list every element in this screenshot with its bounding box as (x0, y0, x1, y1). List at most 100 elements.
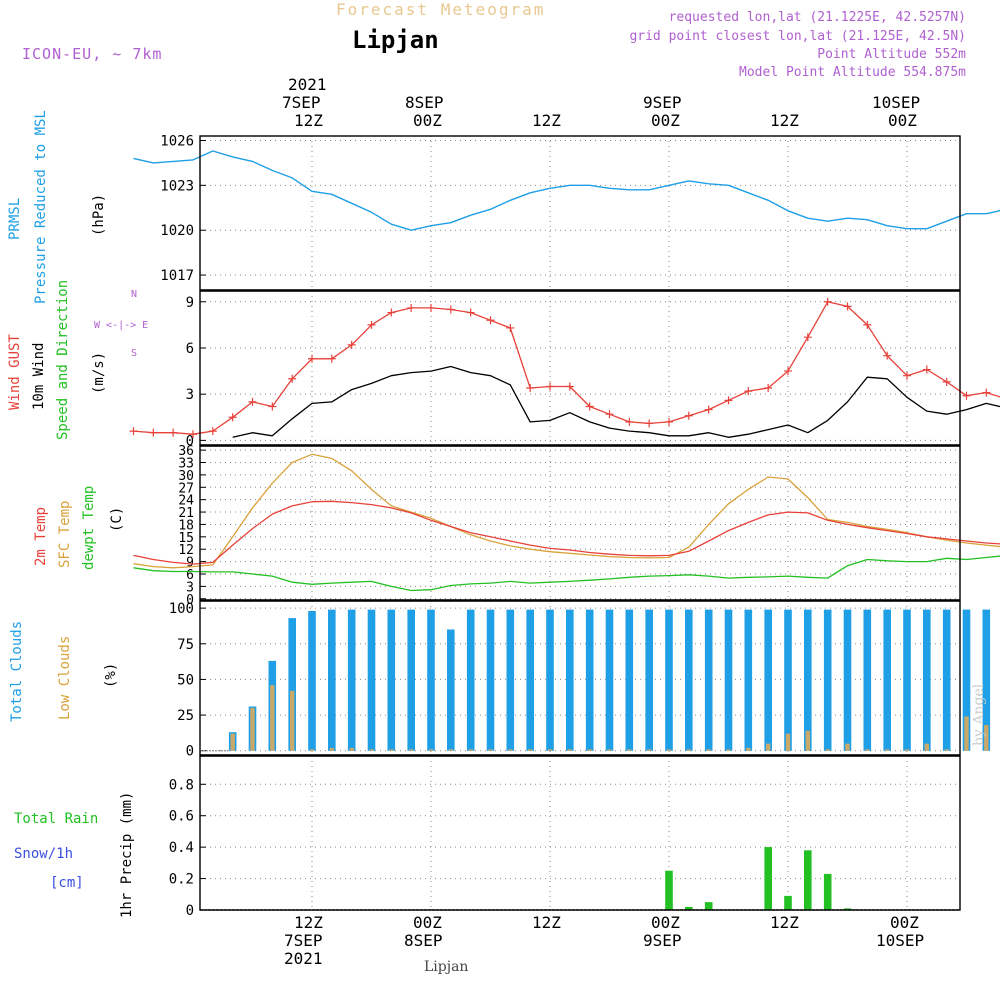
precip-bar (824, 874, 832, 910)
bottom-hour-8sep: 00Z (413, 915, 442, 931)
model-altitude: Model Point Altitude 554.875m (739, 66, 966, 79)
total-clouds-bar (368, 610, 376, 751)
bottom-day-10sep: 10SEP (876, 933, 924, 949)
low-clouds-bar (885, 749, 889, 750)
top-hour-8sep-12z: 12Z (532, 113, 561, 129)
low-clouds-bar (647, 749, 651, 750)
wind-gust-point (526, 384, 534, 392)
wind-gust-point (665, 418, 673, 426)
wind-gust-point (467, 309, 475, 317)
total-clouds-bar (348, 610, 356, 751)
low-clouds-bar (310, 749, 314, 750)
wind-gust-point (963, 392, 971, 400)
panel-frame-temperature (200, 446, 960, 600)
wind-unit: (m/s) (92, 352, 106, 394)
total-clouds-bar (427, 610, 435, 751)
top-hour-9sep: 00Z (651, 113, 680, 129)
tick-label-clouds: 50 (177, 672, 194, 688)
watermark: by Angel (972, 684, 986, 746)
low-clouds-bar (707, 749, 711, 750)
pressure-label-msl: Pressure Reduced to MSL (34, 110, 48, 304)
wind-gust-point (943, 378, 951, 386)
tick-label-precip: 0.2 (169, 872, 194, 888)
tick-label-precip: 0.6 (169, 809, 194, 825)
temp-sfc-label: SFC Temp (58, 501, 72, 568)
precip-bar (804, 850, 812, 910)
temp-2m-line (134, 501, 1000, 564)
requested-coords: requested lon,lat (21.1225E, 42.5257N) (669, 11, 966, 24)
low-clouds-bar (488, 749, 492, 750)
low-clouds-bar (508, 749, 512, 750)
wind-speed-dir-label: Speed and Direction (56, 280, 70, 440)
wind-gust-point (625, 418, 633, 426)
low-clouds-bar (766, 744, 770, 751)
wind-gust-point (606, 410, 614, 418)
bottom-day-8sep: 8SEP (404, 933, 443, 949)
top-day-9sep: 9SEP (643, 95, 682, 111)
tick-label-pressure: 1020 (160, 223, 194, 239)
tick-label-clouds: 75 (177, 637, 194, 653)
low-clouds-bar (667, 749, 671, 750)
wind-gust-point (130, 427, 138, 435)
tick-label-precip: 0.4 (169, 840, 194, 856)
top-hour-8sep: 00Z (413, 113, 442, 129)
low-clouds-bar (964, 717, 968, 751)
wind-gust-point (487, 316, 495, 324)
wind-gust-point (407, 304, 415, 312)
top-day-7sep: 7SEP (282, 95, 321, 111)
temp-dewpt-label: dewpt Temp (82, 486, 96, 570)
wind-gust-point (824, 298, 832, 306)
low-clouds-bar (528, 749, 532, 750)
wind-gust-point (328, 355, 336, 363)
clouds-unit: (%) (104, 663, 118, 688)
total-clouds-bar (903, 610, 911, 751)
total-clouds-bar (923, 610, 931, 751)
precip-bar (764, 847, 772, 910)
footer-location: Lipjan (424, 960, 468, 974)
low-clouds-bar (449, 749, 453, 750)
wind-gust-point (169, 429, 177, 437)
tick-label-clouds: 100 (169, 601, 194, 617)
wind-gust-point (546, 382, 554, 390)
tick-label-pressure: 1017 (160, 268, 194, 284)
low-clouds-bar (607, 749, 611, 750)
low-clouds-bar (270, 685, 274, 751)
total-clouds-bar (308, 611, 316, 751)
top-hour-9sep-12z: 12Z (770, 113, 799, 129)
model-label: ICON-EU, ~ 7km (22, 47, 162, 62)
tick-label-precip: 0.8 (169, 777, 194, 793)
low-clouds-bar (250, 708, 254, 751)
wind-gust-point (685, 412, 693, 420)
wind-gust-point (149, 429, 157, 437)
top-day-8sep: 8SEP (405, 95, 444, 111)
low-clouds-bar (865, 749, 869, 750)
snow-label: Snow/1h (14, 847, 73, 861)
total-rain-label: Total Rain (14, 812, 98, 826)
bottom-day-7sep: 7SEP (284, 933, 323, 949)
wind-gust-line (134, 302, 1000, 439)
low-clouds-bar (389, 749, 393, 750)
total-clouds-bar (725, 610, 733, 751)
top-year: 2021 (288, 77, 327, 93)
wind-10m-label: 10m Wind (32, 343, 46, 410)
tick-label-precip: 0 (186, 903, 194, 919)
precip-unit: 1hr Precip (mm) (120, 792, 134, 918)
low-clouds-bar (726, 749, 730, 750)
wind-gust-point (725, 396, 733, 404)
product-title: Forecast Meteogram (336, 2, 545, 18)
point-altitude: Point Altitude 552m (817, 48, 966, 61)
compass-we: W <-|-> E (94, 321, 148, 331)
top-hour-7sep: 12Z (294, 113, 323, 129)
top-day-10sep: 10SEP (872, 95, 920, 111)
sfc-temp-line (134, 454, 1000, 568)
tick-label-wind: 3 (186, 387, 194, 403)
compass-s: S (131, 349, 137, 359)
pressure-line (134, 151, 1000, 283)
total-clouds-bar (705, 610, 713, 751)
low-clouds-bar (945, 749, 949, 750)
total-clouds-bar (764, 610, 772, 751)
low-clouds-bar (746, 748, 750, 751)
low-clouds-bar (369, 749, 373, 750)
wind-gust-point (209, 427, 217, 435)
